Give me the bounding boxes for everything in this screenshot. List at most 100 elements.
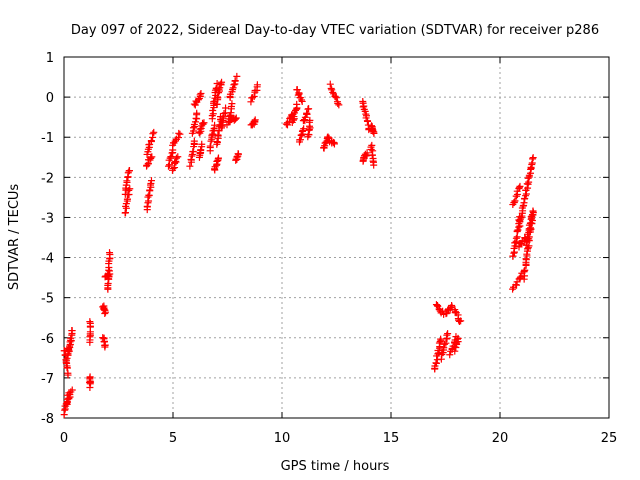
data-point (176, 130, 184, 138)
data-point (229, 84, 237, 92)
x-tick-label: 20 (492, 431, 509, 446)
data-point (66, 338, 74, 346)
y-tick-labels: 1 0 -1 -2 -3 -4 -5 -6 -7 -8 (41, 51, 54, 427)
data-point (175, 129, 183, 137)
data-point (298, 97, 306, 105)
data-point (123, 177, 131, 185)
data-point (301, 113, 309, 121)
data-point (324, 133, 332, 141)
data-point (248, 94, 256, 102)
y-tick-label: 0 (46, 91, 54, 106)
data-point (443, 331, 451, 339)
data-point (523, 245, 531, 253)
data-point (186, 162, 194, 170)
data-point (222, 104, 230, 112)
y-tick-label: -7 (41, 372, 54, 387)
data-point (444, 330, 452, 338)
y-tick-label: -3 (41, 211, 54, 226)
data-point (335, 101, 343, 109)
data-point (65, 345, 73, 353)
data-point (219, 114, 227, 122)
data-point (297, 131, 305, 139)
data-point (293, 86, 301, 94)
data-point (452, 339, 460, 347)
chart-title: Day 097 of 2022, Sidereal Day-to-day VTE… (71, 23, 599, 38)
data-point (218, 78, 226, 86)
data-point (125, 167, 133, 175)
data-point (172, 154, 180, 162)
data-point (214, 131, 222, 139)
data-point (457, 317, 465, 325)
data-point (231, 115, 239, 123)
data-point (106, 249, 114, 257)
data-point (200, 119, 208, 127)
data-point (326, 80, 334, 88)
data-point (230, 81, 238, 89)
data-point (521, 195, 529, 203)
data-point (529, 155, 537, 163)
data-point (63, 354, 71, 362)
data-point (300, 125, 308, 133)
data-point (299, 126, 307, 134)
x-tick-labels: 0 5 10 15 20 25 (60, 431, 617, 446)
data-point (320, 143, 328, 151)
data-point (234, 150, 242, 158)
data-point (208, 131, 216, 139)
data-point (213, 100, 221, 108)
data-point (329, 88, 337, 96)
data-point (215, 85, 223, 93)
data-point (251, 116, 259, 124)
data-point (513, 192, 521, 200)
data-point (62, 402, 70, 410)
data-point (440, 344, 448, 352)
data-point (172, 157, 180, 165)
data-point (512, 234, 520, 242)
data-point (143, 202, 151, 210)
data-point (290, 113, 298, 121)
data-point (150, 128, 158, 136)
data-point (68, 386, 76, 394)
data-point (65, 394, 73, 402)
data-point (191, 118, 199, 126)
data-point (232, 114, 240, 122)
y-tick-label: -2 (41, 171, 54, 186)
x-tick-label: 0 (60, 431, 68, 446)
data-point (231, 77, 239, 85)
data-point (233, 72, 241, 80)
data-point (441, 340, 449, 348)
data-point (511, 197, 519, 205)
data-point (164, 162, 172, 170)
data-point (104, 270, 112, 278)
data-point (220, 110, 228, 118)
data-point (206, 142, 214, 150)
data-point (368, 151, 376, 159)
y-tick-label: -4 (41, 252, 54, 267)
data-point (68, 327, 76, 335)
y-tick-label: -6 (41, 332, 54, 347)
data-point (199, 120, 207, 128)
data-point (195, 128, 203, 136)
data-point (517, 214, 525, 222)
data-point (193, 109, 201, 117)
y-tick-label: -5 (41, 292, 54, 307)
data-point (228, 100, 236, 108)
data-point (190, 137, 198, 145)
x-tick-label: 10 (274, 431, 291, 446)
data-point (247, 98, 255, 106)
data-point (529, 154, 537, 162)
data-point (330, 140, 338, 148)
data-point (253, 81, 261, 89)
data-point (334, 100, 342, 108)
data-point (293, 100, 301, 108)
x-tick-label: 25 (601, 431, 618, 446)
data-point (516, 273, 524, 281)
data-point (86, 383, 94, 391)
data-point (147, 137, 155, 145)
data-point (101, 310, 109, 318)
data-point (513, 227, 521, 235)
data-point (196, 91, 204, 99)
data-point (363, 149, 371, 157)
data-point (144, 193, 152, 201)
data-point (432, 301, 440, 309)
data-point (529, 207, 537, 215)
